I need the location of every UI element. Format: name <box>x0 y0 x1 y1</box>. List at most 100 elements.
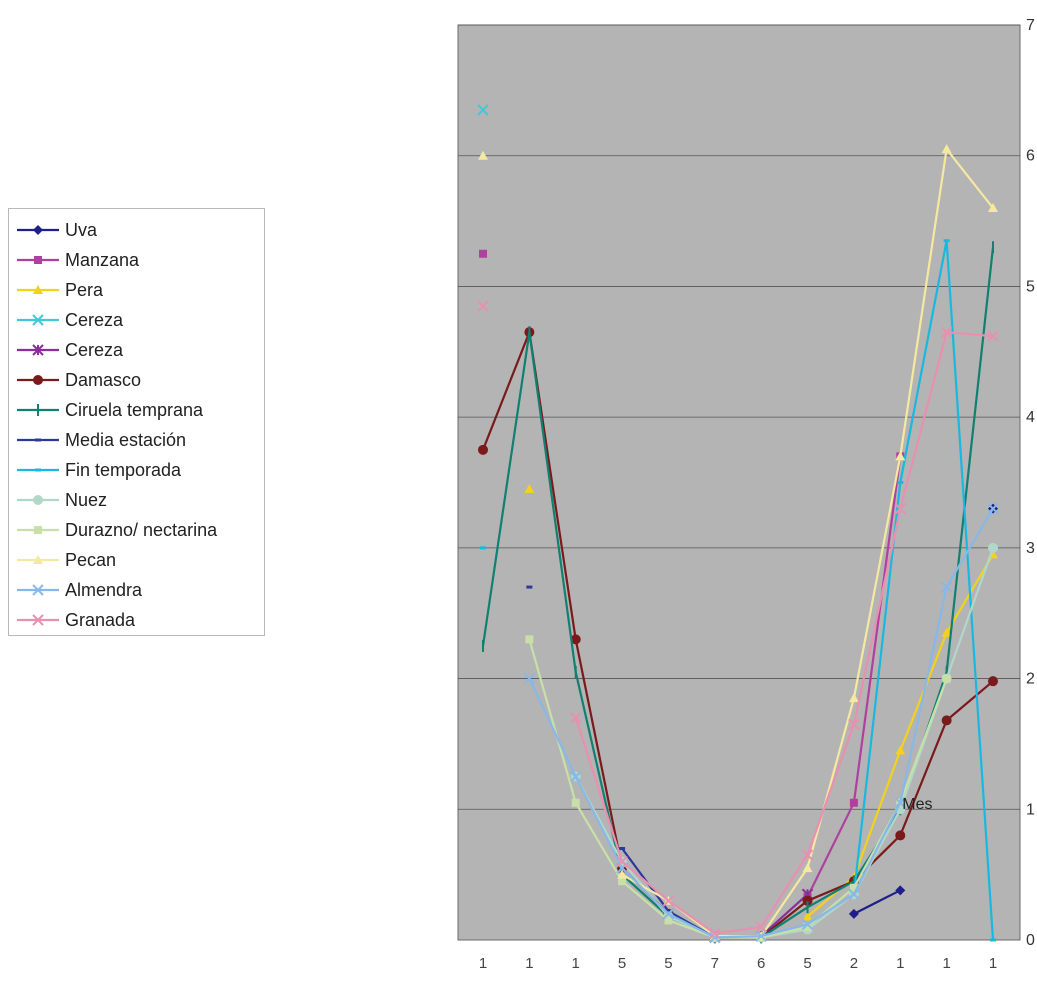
data-point <box>523 672 536 685</box>
y-tick-label: 4 <box>1026 409 1035 426</box>
series-lines <box>477 104 999 944</box>
series-almendra <box>523 502 999 944</box>
data-point <box>942 674 951 683</box>
data-point <box>848 908 859 919</box>
data-point <box>570 712 582 724</box>
data-point <box>988 203 998 212</box>
data-point <box>616 855 628 868</box>
y-tick-label: 6 <box>1026 148 1035 165</box>
y-tick-label: 0 <box>1026 932 1035 949</box>
data-point <box>802 863 813 873</box>
legend-item: Fin temporada <box>13 455 263 485</box>
plot-area <box>457 24 1021 941</box>
legend-swatch <box>17 614 59 626</box>
data-point <box>894 502 906 515</box>
data-point <box>988 676 998 687</box>
legend-item: Cereza <box>13 335 263 365</box>
annotations: Mes <box>902 796 932 813</box>
legend-swatch <box>17 375 59 385</box>
legend-swatch <box>17 225 59 235</box>
data-point <box>570 770 582 783</box>
data-point <box>571 798 580 807</box>
data-point <box>988 542 998 553</box>
data-point <box>849 883 858 892</box>
data-point <box>662 895 675 907</box>
data-point <box>848 693 859 703</box>
data-point <box>477 300 489 312</box>
series-line <box>574 331 994 935</box>
data-point <box>32 584 44 596</box>
data-point <box>34 256 42 264</box>
data-point <box>477 104 489 116</box>
data-point <box>849 798 858 807</box>
y-tick-label: 5 <box>1026 278 1035 295</box>
chart-legend: Uva Manzana Pera Cereza Cereza Damasco Ciruela… <box>8 208 265 636</box>
data-point <box>801 918 814 931</box>
data-point <box>802 911 813 921</box>
data-point <box>617 869 628 879</box>
x-tick-label: 5 <box>803 955 811 972</box>
data-point <box>895 745 906 755</box>
data-point <box>803 922 812 931</box>
legend-item: Granada <box>13 605 263 635</box>
legend-label: Ciruela temprana <box>65 400 204 420</box>
legend-label: Granada <box>65 610 136 630</box>
legend-swatch <box>17 314 59 326</box>
data-point <box>33 555 43 564</box>
series-line <box>574 547 995 939</box>
legend-label: Pecan <box>65 550 117 570</box>
data-point <box>755 930 767 942</box>
legend-label: Uva <box>65 220 98 240</box>
data-point <box>940 326 953 338</box>
annotation-label: Mes <box>902 796 932 813</box>
y-tick-label: 1 <box>1026 801 1035 818</box>
legend-label: Damasco <box>65 370 142 390</box>
data-point <box>32 344 44 356</box>
legend-label: Cereza <box>65 310 124 330</box>
y-axis-ticks: 0 1 2 3 4 5 6 7 <box>1026 17 1035 949</box>
legend-item: Nuez <box>13 485 263 515</box>
x-tick-label: 1 <box>525 955 533 972</box>
data-point <box>848 718 860 731</box>
legend-swatch <box>17 285 59 294</box>
legend-swatch <box>17 438 59 442</box>
x-tick-label: 7 <box>711 955 719 972</box>
x-tick-label: 1 <box>479 955 487 972</box>
legend-label: Almendra <box>65 580 143 600</box>
data-point <box>478 150 488 160</box>
data-point <box>894 797 906 809</box>
legend-label: Durazno/ nectarina <box>65 520 218 540</box>
legend-swatch <box>17 344 59 356</box>
data-point <box>32 314 44 326</box>
data-point <box>32 614 44 626</box>
data-point <box>941 144 952 154</box>
data-point <box>987 330 999 342</box>
data-point <box>802 895 813 906</box>
x-tick-label: 2 <box>850 955 858 972</box>
y-tick-label: 3 <box>1026 540 1035 557</box>
data-point <box>618 877 627 886</box>
legend-item: Damasco <box>13 365 263 395</box>
legend-swatch <box>17 526 59 534</box>
legend-label: Media estación <box>65 430 187 450</box>
data-point <box>801 849 814 861</box>
legend-label: Manzana <box>65 250 140 270</box>
legend-item: Manzana <box>13 245 263 275</box>
legend-swatch <box>17 584 59 596</box>
series-granada <box>477 300 999 940</box>
legend-item: Durazno/ nectarina <box>13 515 263 545</box>
data-point <box>895 885 906 896</box>
legend-item: Pera <box>13 275 263 305</box>
series-line <box>852 239 995 941</box>
legend-item: Media estación <box>13 425 263 455</box>
x-tick-label: 1 <box>572 955 580 972</box>
data-point <box>524 484 535 494</box>
data-point <box>987 502 999 515</box>
x-axis-ticks: 1 1 1 5 5 7 6 5 2 1 1 1 <box>479 955 997 972</box>
legend-label: Pera <box>65 280 104 300</box>
legend-swatch <box>17 468 59 472</box>
legend-swatch <box>17 404 59 416</box>
x-tick-label: 5 <box>664 955 672 972</box>
data-point <box>479 249 487 258</box>
